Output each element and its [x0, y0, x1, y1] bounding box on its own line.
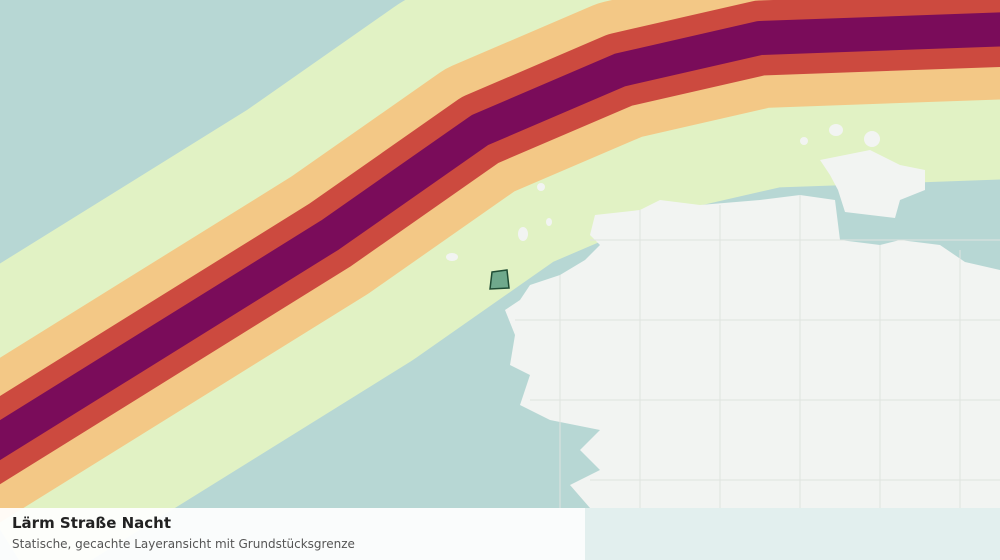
island	[537, 183, 545, 191]
island	[820, 150, 925, 218]
caption-subtitle: Statische, gecachte Layeransicht mit Gru…	[12, 537, 355, 551]
island	[518, 227, 528, 241]
grid	[515, 195, 1000, 508]
noise-band-max	[0, 12, 1000, 461]
island	[800, 137, 808, 145]
caption-title: Lärm Straße Nacht	[12, 514, 171, 532]
island	[864, 131, 880, 147]
land	[505, 195, 1000, 508]
parcel-boundary	[489, 269, 510, 290]
islands	[446, 124, 925, 278]
island	[546, 218, 552, 226]
island	[898, 258, 914, 278]
caption-box	[0, 508, 585, 560]
caption-strip	[585, 508, 1000, 560]
island	[829, 124, 843, 136]
island	[446, 253, 458, 261]
